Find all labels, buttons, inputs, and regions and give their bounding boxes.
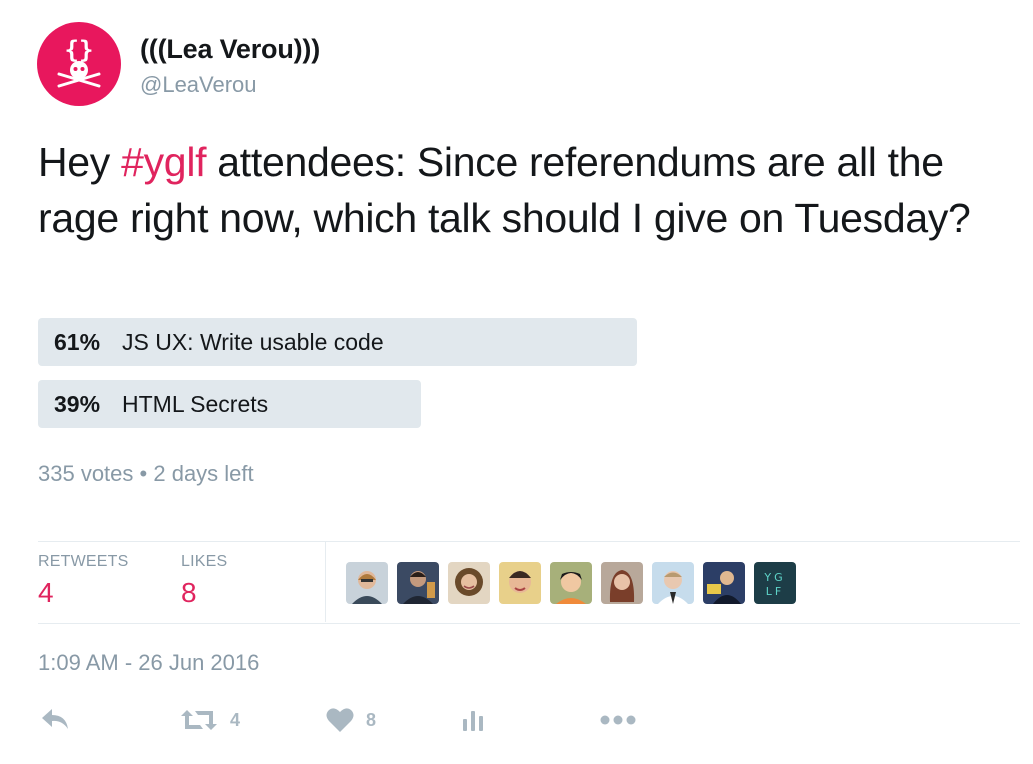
pirate-braces-icon: {} [57,36,101,88]
poll-percent-1: 61% [54,329,101,355]
tweet-text: Hey #yglf attendees: Since referendums a… [38,134,998,246]
svg-text:YG: YG [763,571,785,584]
liker-avatar-7[interactable] [652,562,694,604]
like-action-count: 8 [366,709,377,730]
poll-bar-1 [38,318,637,366]
analytics-button[interactable] [461,704,485,736]
poll-bar-2 [38,380,421,428]
liker-avatar-3[interactable] [448,562,490,604]
liker-avatar-1[interactable] [346,562,388,604]
poll-vote-count: 335 votes [38,461,134,486]
liker-avatar-5[interactable] [550,562,592,604]
liker-avatar-4[interactable] [499,562,541,604]
poll-meta: 335 votes • 2 days left [38,461,254,487]
tweet-text-rest: attendees: Since referendums are all the… [38,139,971,241]
analytics-icon [463,711,483,731]
heart-icon [326,708,354,732]
retweets-count: 4 [38,577,54,608]
stats-top-divider [38,541,1020,542]
likes-count: 8 [181,577,197,608]
hashtag-link[interactable]: #yglf [121,139,207,185]
liker-avatar-2[interactable] [397,562,439,604]
liker-avatar-6[interactable] [601,562,643,604]
poll-time-left: 2 days left [153,461,254,486]
like-button[interactable]: 8 [326,704,376,736]
stats-vertical-divider [325,542,326,622]
poll-choice-label-1: 61% JS UX: Write usable code [54,318,384,366]
retweet-action-count: 4 [230,709,241,730]
profile-avatar[interactable]: {} [37,22,121,106]
poll-percent-2: 39% [54,391,101,417]
stats-bottom-divider [38,623,1020,624]
retweets-stat[interactable]: RETWEETS 4 [38,553,129,609]
tweet-text-start: Hey [38,139,122,185]
more-dots-icon [600,715,636,725]
user-handle[interactable]: @LeaVerou [140,72,257,97]
liker-avatar-yglf[interactable]: YG LF [754,562,796,604]
poll-choice-label-2: 39% HTML Secrets [54,380,268,428]
display-name[interactable]: (((Lea Verou))) [140,34,321,64]
tweet-timestamp[interactable]: 1:09 AM - 26 Jun 2016 [38,650,260,675]
liker-avatar-8[interactable] [703,562,745,604]
retweet-button[interactable]: 4 [180,704,240,736]
likes-label: LIKES [181,553,228,570]
more-button[interactable] [600,704,636,736]
poll-option-text-1: JS UX: Write usable code [122,329,384,355]
reply-button[interactable] [40,704,72,736]
reply-icon [42,709,68,729]
likes-stat[interactable]: LIKES 8 [181,553,227,609]
retweets-label: RETWEETS [38,553,129,570]
poll-choice-1: 61% JS UX: Write usable code [38,318,938,366]
poll-option-text-2: HTML Secrets [122,391,269,417]
retweet-icon [181,710,217,730]
svg-text:LF: LF [766,585,784,598]
poll-choice-2: 39% HTML Secrets [38,380,938,428]
svg-text:{}: {} [65,36,94,64]
poll-meta-separator: • [139,461,148,486]
